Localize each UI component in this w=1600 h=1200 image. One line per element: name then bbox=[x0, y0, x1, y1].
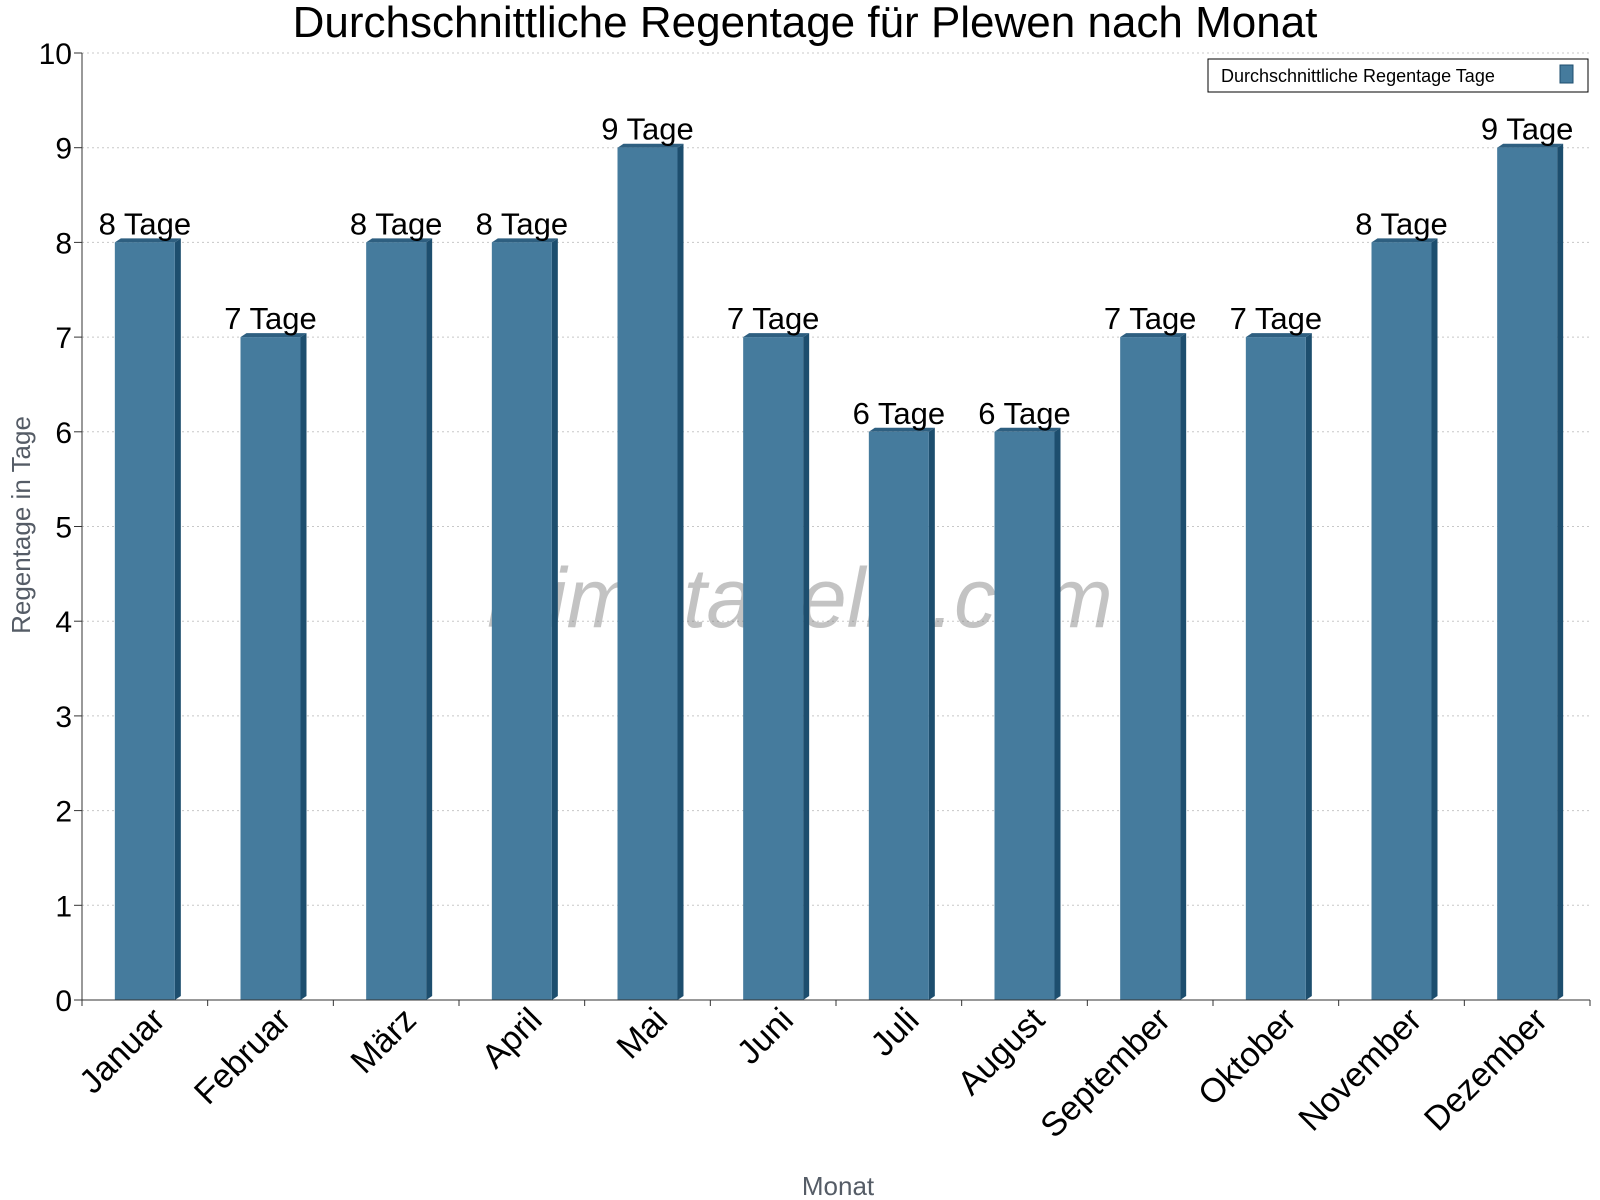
data-label: 9 Tage bbox=[1481, 112, 1574, 147]
bar-side bbox=[928, 427, 935, 1000]
bar-front bbox=[868, 431, 929, 1000]
x-tick-label: September bbox=[1033, 1001, 1177, 1145]
bar-top bbox=[491, 238, 558, 243]
bar-top bbox=[994, 427, 1061, 432]
bar-side bbox=[1054, 427, 1061, 1000]
y-tick-label: 2 bbox=[55, 796, 72, 829]
y-tick-label: 6 bbox=[55, 417, 72, 450]
bar-front bbox=[1245, 337, 1306, 1001]
y-tick-label: 7 bbox=[55, 322, 72, 355]
bar-front bbox=[617, 147, 678, 1000]
legend-swatch bbox=[1559, 64, 1574, 84]
bar-side bbox=[803, 333, 810, 1001]
data-label: 6 Tage bbox=[978, 396, 1071, 431]
x-tick-label: Februar bbox=[187, 1001, 298, 1112]
bar bbox=[994, 427, 1061, 1000]
legend: Durchschnittliche Regentage Tage bbox=[1207, 58, 1589, 93]
bar-front bbox=[994, 431, 1055, 1000]
bar-side bbox=[1431, 238, 1438, 1000]
y-tick-label: 8 bbox=[55, 227, 72, 260]
bar bbox=[114, 238, 181, 1000]
bar-side bbox=[300, 333, 307, 1001]
x-tick-label: Dezember bbox=[1417, 1001, 1555, 1139]
x-tick-label: Juli bbox=[864, 1001, 927, 1064]
bar-front bbox=[743, 337, 804, 1001]
y-tick-label: 4 bbox=[55, 606, 72, 639]
bar bbox=[1245, 333, 1312, 1001]
x-tick-labels: Januar Februar März April Mai Juni Juli AugustS… bbox=[72, 1000, 1555, 1145]
bar-top bbox=[1120, 333, 1187, 338]
data-label: 9 Tage bbox=[601, 112, 694, 147]
bar bbox=[743, 333, 810, 1001]
x-tick-label: November bbox=[1291, 1001, 1429, 1139]
bar-top bbox=[1245, 333, 1312, 338]
bar-front bbox=[1497, 147, 1558, 1000]
data-label: 7 Tage bbox=[727, 301, 820, 336]
x-tick-label: August bbox=[950, 1000, 1052, 1102]
bar-top bbox=[1497, 143, 1564, 148]
x-tick-label: Juni bbox=[730, 1001, 801, 1072]
bar-side bbox=[426, 238, 433, 1000]
legend-box bbox=[1207, 58, 1589, 93]
x-tick-label: April bbox=[475, 1001, 550, 1076]
bar-top bbox=[868, 427, 935, 432]
data-label: 8 Tage bbox=[476, 206, 569, 241]
bar-front bbox=[114, 242, 175, 1000]
bar bbox=[1371, 238, 1438, 1000]
y-tick-label: 9 bbox=[55, 133, 72, 166]
data-label: 8 Tage bbox=[1355, 206, 1448, 241]
bar-top bbox=[240, 333, 307, 338]
bar bbox=[1497, 143, 1564, 1000]
bars bbox=[114, 143, 1564, 1001]
bar-side bbox=[1557, 143, 1564, 1000]
axes bbox=[74, 52, 1591, 1006]
bar-top bbox=[617, 143, 684, 148]
data-label: 7 Tage bbox=[1104, 301, 1197, 336]
x-tick-label: Januar bbox=[72, 1001, 172, 1101]
bar-top bbox=[366, 238, 433, 243]
data-label: 6 Tage bbox=[853, 396, 946, 431]
bar-front bbox=[1120, 337, 1181, 1001]
bar bbox=[617, 143, 684, 1000]
bar-side bbox=[1180, 333, 1187, 1001]
data-label: 7 Tage bbox=[1230, 301, 1323, 336]
bar-front bbox=[1371, 242, 1432, 1000]
bar bbox=[868, 427, 935, 1000]
x-tick-label: Oktober bbox=[1191, 1001, 1303, 1113]
y-tick-label: 5 bbox=[55, 512, 72, 545]
y-tick-label: 1 bbox=[55, 890, 72, 923]
bar bbox=[491, 238, 558, 1000]
y-axis-label: Regentage in Tage bbox=[6, 416, 36, 634]
y-tick-labels: 0 1 2 3 4 5 6 7 8 9 10 bbox=[39, 38, 72, 1018]
legend-label: Durchschnittliche Regentage Tage bbox=[1221, 66, 1495, 86]
bar bbox=[1120, 333, 1187, 1001]
y-tick-label: 10 bbox=[39, 38, 72, 71]
chart-title: Durchschnittliche Regentage für Plewen n… bbox=[293, 0, 1318, 47]
x-axis-label: Monat bbox=[802, 1171, 875, 1200]
bar bbox=[240, 333, 307, 1001]
bar-side bbox=[1305, 333, 1312, 1001]
bar-front bbox=[366, 242, 427, 1000]
bar bbox=[366, 238, 433, 1000]
data-label: 7 Tage bbox=[224, 301, 317, 336]
y-tick-label: 3 bbox=[55, 701, 72, 734]
y-tick-label: 0 bbox=[55, 985, 72, 1018]
data-label: 8 Tage bbox=[350, 206, 443, 241]
bar-top bbox=[1371, 238, 1438, 243]
data-label: 8 Tage bbox=[99, 206, 192, 241]
bar-side bbox=[551, 238, 558, 1000]
grid-lines bbox=[82, 52, 1590, 906]
x-tick-label: März bbox=[344, 1001, 424, 1081]
bar-side bbox=[677, 143, 684, 1000]
bar-front bbox=[240, 337, 301, 1001]
bar-top bbox=[743, 333, 810, 338]
bar-side bbox=[174, 238, 181, 1000]
data-labels: 8 Tage 7 Tage 8 Tage 8 Tage 9 Tage 7 Tage 6 Ta… bbox=[99, 112, 1574, 431]
bar-front bbox=[491, 242, 552, 1000]
x-tick-label: Mai bbox=[610, 1001, 676, 1067]
bar-top bbox=[114, 238, 181, 243]
